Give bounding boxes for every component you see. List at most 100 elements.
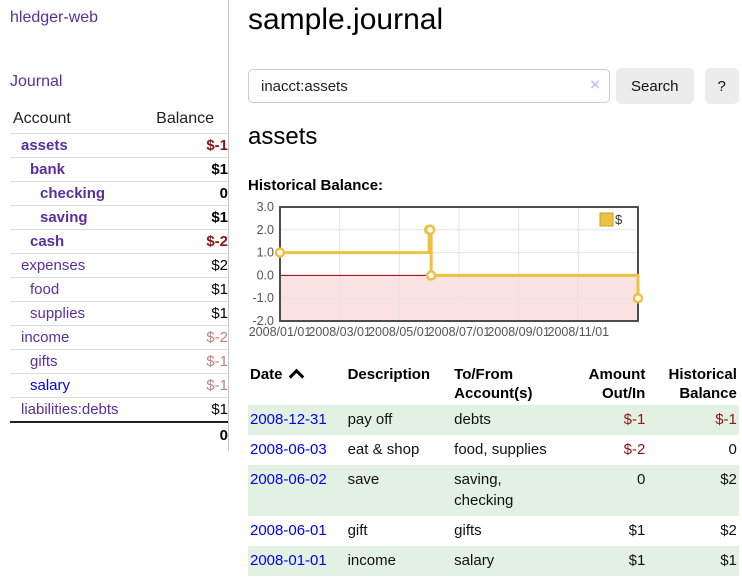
search-button[interactable]: Search [616,68,694,104]
transaction-amount: 0 [636,470,646,488]
svg-text:2008/09/01: 2008/09/01 [487,325,550,339]
transaction-balance: $-1 [715,411,737,429]
historical-balance-chart[interactable]: $3.0 2.0 1.0 0.0 -1.0 -2.0 2008/01/01 2008/03/0… [248,200,739,344]
transaction-description: pay off [347,411,393,429]
account-link-bank[interactable]: bank [30,161,66,178]
account-row-food: food $1 [10,277,228,302]
chart-title: Historical Balance: [248,177,384,194]
svg-text:2.0: 2.0 [257,223,274,237]
svg-text:2008/11/01: 2008/11/01 [548,325,610,339]
svg-text:0.0: 0.0 [257,268,274,282]
account-row-checking: checking 0 [10,181,228,206]
transaction-amount: $-2 [623,440,646,458]
transaction-amount: $1 [628,551,646,569]
account-link-gifts[interactable]: gifts [30,353,58,370]
account-row-expenses: expenses $2 [10,253,228,278]
accounts-total-balance: 0 [139,421,228,448]
page-title: sample.journal [248,3,444,36]
account-row-saving: saving $1 [10,205,228,230]
account-balance: $1 [139,397,228,422]
account-row-gifts: gifts $-1 [10,349,228,374]
register-header-amount: Amount Out/In [588,366,646,403]
transaction-date-link[interactable]: 2008-12-31 [250,411,327,429]
accounts-header-balance: Balance [156,110,214,127]
sidebar: hledger-web Journal Account Balance asse… [0,0,229,576]
search-input[interactable] [248,69,610,103]
account-row-income: income $-2 [10,325,228,350]
main-panel: sample.journal × Search ? assets Histori… [229,0,742,576]
transaction-balance: $1 [720,551,737,569]
search-bar: × Search ? [248,68,739,104]
transaction-accounts: salary [454,551,495,569]
account-row-salary: salary $-1 [10,373,228,398]
svg-text:3.0: 3.0 [257,200,274,214]
transaction-balance: $2 [720,522,737,540]
journal-link[interactable]: Journal [10,73,63,90]
svg-text:2008/01/01: 2008/01/01 [249,325,312,339]
transaction-date-link[interactable]: 2008-06-03 [250,440,327,458]
register-row: 2008-06-02 save saving, checking 0 $2 [248,464,739,517]
register-table: Date Description To/From Account(s) Amou… [248,363,739,576]
transaction-balance: $2 [720,470,737,488]
account-link-liabilities-debts[interactable]: liabilities:debts [21,401,119,418]
clear-search-icon[interactable]: × [590,75,600,94]
accounts-header-account: Account [13,110,71,127]
account-balance: $-2 [139,229,228,254]
help-button[interactable]: ? [704,68,739,104]
account-link-income[interactable]: income [21,329,70,346]
register-row: 2008-01-01 income salary $1 $1 [248,545,739,576]
svg-text:2008/03/01: 2008/03/01 [308,325,371,339]
transaction-accounts: food, supplies [454,440,547,458]
account-link-salary[interactable]: salary [30,377,71,394]
account-link-expenses[interactable]: expenses [21,257,86,274]
account-balance: $1 [139,277,228,302]
account-link-saving[interactable]: saving [40,209,88,226]
account-link-food[interactable]: food [30,281,60,298]
account-balance: $2 [139,253,228,278]
sort-asc-icon [288,368,304,385]
svg-text:-1.0: -1.0 [252,291,274,305]
date-header-label: Date [250,366,283,383]
account-link-assets[interactable]: assets [21,137,68,154]
account-link-cash[interactable]: cash [30,233,65,250]
transaction-balance: 0 [728,440,737,458]
transaction-description: eat & shop [347,440,420,458]
account-balance: $-2 [139,325,228,350]
svg-text:-2.0: -2.0 [252,314,274,328]
svg-text:2008/05/01: 2008/05/01 [368,325,431,339]
search-box: × [248,69,610,103]
transaction-date-link[interactable]: 2008-06-02 [250,470,327,488]
account-balance: $-1 [139,133,228,158]
sidebar-content: hledger-web Journal Account Balance asse… [0,0,229,451]
accounts-total-row: 0 [10,421,228,448]
account-heading: assets [248,123,318,150]
app-title-link[interactable]: hledger-web [10,9,99,26]
register-header-account: To/From Account(s) [454,366,533,403]
account-link-checking[interactable]: checking [40,185,106,202]
svg-text:$: $ [615,212,623,227]
account-balance: $-1 [139,349,228,374]
register-row: 2008-06-01 gift gifts $1 $2 [248,516,739,546]
account-link-supplies[interactable]: supplies [30,305,86,322]
transaction-accounts: saving, checking [454,470,514,510]
register-header-date[interactable]: Date [248,363,346,405]
account-balance: $1 [139,301,228,326]
account-row-cash: cash $-2 [10,229,228,254]
transaction-accounts: gifts [454,522,482,540]
svg-text:2008/07/01: 2008/07/01 [428,325,491,339]
account-row-bank: bank $1 [10,157,228,182]
transaction-accounts: debts [454,411,491,429]
register-header-balance: Historical Balance [668,366,737,403]
transaction-amount: $1 [628,522,646,540]
transaction-date-link[interactable]: 2008-01-01 [250,551,327,569]
register-row: 2008-12-31 pay off debts $-1 $-1 [248,405,739,435]
register-header-description: Description [347,366,431,383]
account-balance: $1 [139,157,228,182]
account-row-supplies: supplies $1 [10,301,228,326]
transaction-date-link[interactable]: 2008-06-01 [250,522,327,540]
transaction-amount: $-1 [623,411,646,429]
transaction-description: gift [347,522,368,540]
transaction-description: income [347,551,396,569]
transaction-description: save [347,470,380,488]
